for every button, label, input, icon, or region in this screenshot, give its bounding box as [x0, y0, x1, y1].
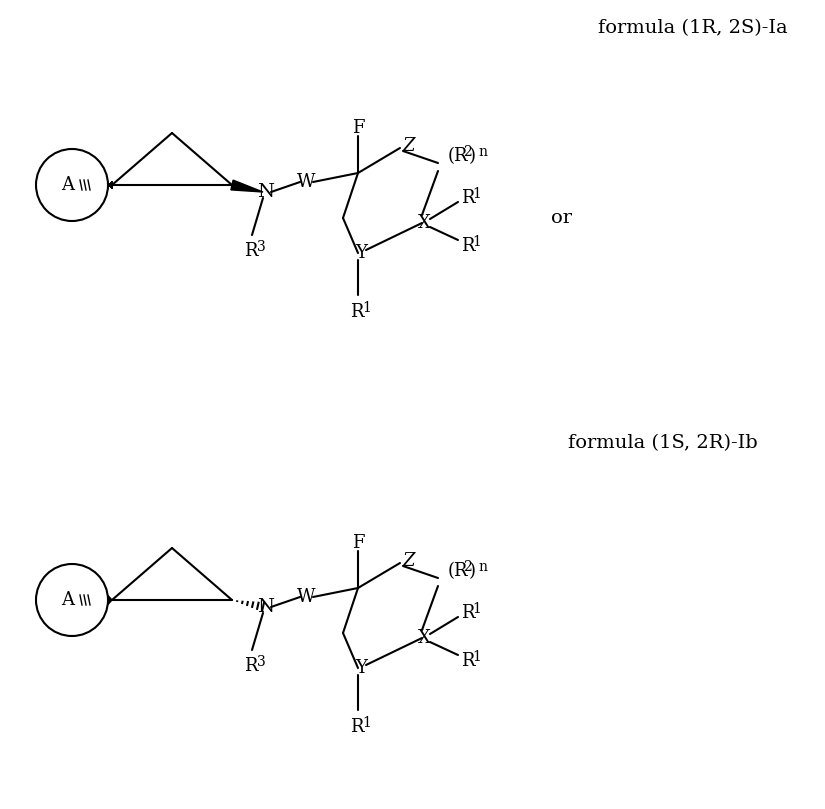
Text: R: R: [351, 718, 364, 736]
Text: F: F: [351, 534, 365, 552]
Text: formula (1R, 2S)-Ia: formula (1R, 2S)-Ia: [598, 19, 788, 37]
Text: (R: (R: [448, 147, 469, 165]
Text: R: R: [244, 657, 257, 675]
Text: 1: 1: [362, 301, 371, 315]
Text: R: R: [461, 652, 474, 670]
Polygon shape: [108, 595, 112, 604]
Text: ): ): [469, 147, 476, 165]
Text: F: F: [351, 119, 365, 137]
Text: 1: 1: [472, 235, 481, 249]
Text: N: N: [257, 598, 275, 616]
Text: 3: 3: [257, 655, 266, 669]
Text: Y: Y: [355, 659, 367, 677]
Polygon shape: [231, 180, 263, 192]
Text: 2: 2: [463, 145, 472, 159]
Text: formula (1S, 2R)-Ib: formula (1S, 2R)-Ib: [568, 434, 757, 452]
Text: n: n: [478, 560, 487, 574]
Text: (R: (R: [448, 562, 469, 580]
Text: 1: 1: [472, 187, 481, 201]
Text: ): ): [469, 562, 476, 580]
Text: 3: 3: [257, 240, 266, 254]
Text: R: R: [461, 604, 474, 622]
Text: R: R: [244, 242, 257, 260]
Text: or: or: [551, 209, 573, 227]
Text: R: R: [461, 237, 474, 255]
Text: Y: Y: [355, 244, 367, 262]
Text: N: N: [257, 183, 275, 201]
Text: 2: 2: [463, 560, 472, 574]
Text: Z: Z: [403, 137, 415, 155]
Text: n: n: [478, 145, 487, 159]
Text: W: W: [297, 588, 315, 606]
Text: W: W: [297, 173, 315, 191]
Text: 1: 1: [472, 602, 481, 616]
Text: X: X: [417, 214, 431, 232]
Text: 1: 1: [472, 650, 481, 664]
Text: R: R: [461, 189, 474, 207]
Text: 1: 1: [362, 716, 371, 730]
Text: R: R: [351, 303, 364, 321]
Text: A: A: [62, 176, 74, 194]
Text: A: A: [62, 591, 74, 609]
Text: X: X: [417, 629, 431, 647]
Text: Z: Z: [403, 552, 415, 570]
